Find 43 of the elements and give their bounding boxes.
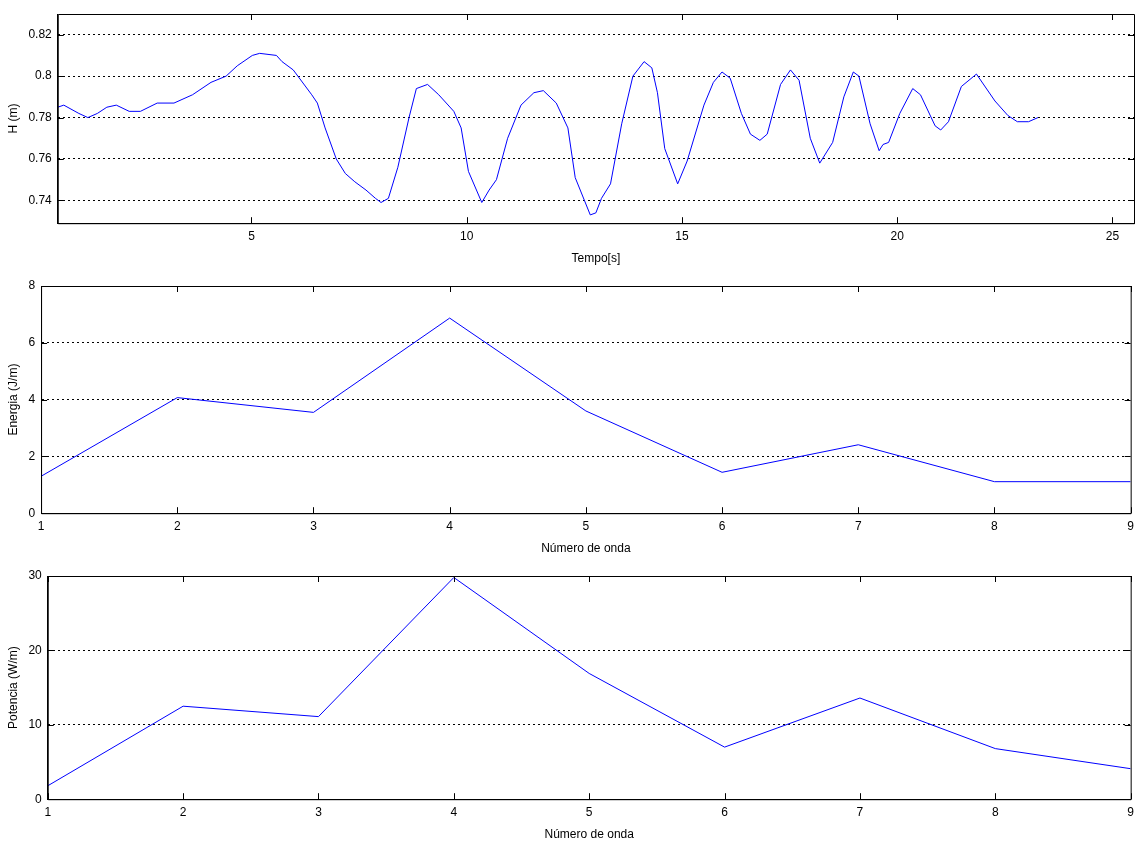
x-tick-label: 10	[460, 228, 474, 243]
y-tick-label: 8	[28, 278, 36, 293]
y-axis-title: H (m)	[5, 103, 20, 134]
x-tick-label: 6	[718, 518, 726, 533]
y-tick-label: 10	[28, 717, 43, 732]
x-tick-label: 5	[585, 804, 593, 819]
x-tick-label: 6	[721, 804, 729, 819]
x-tick-label: 9	[1127, 804, 1135, 819]
x-tick-label: 4	[446, 518, 454, 533]
x-tick-label: 1	[44, 804, 52, 819]
x-axis-title: Número de onda	[541, 541, 631, 556]
x-tick-label: 5	[582, 518, 590, 533]
y-tick-label: 0.82	[28, 27, 53, 42]
x-tick-label: 15	[675, 228, 689, 243]
x-tick-label: 8	[991, 804, 999, 819]
x-tick-label: 3	[315, 804, 323, 819]
x-tick-label: 20	[890, 228, 905, 243]
y-tick-label: 0.76	[28, 151, 53, 166]
x-tick-label: 7	[856, 804, 864, 819]
y-tick-label: 0.74	[28, 192, 53, 207]
y-tick-label: 2	[28, 448, 36, 463]
x-axis-title: Tempo[s]	[571, 251, 621, 266]
x-tick-label: 8	[991, 518, 999, 533]
x-axis-title: Número de onda	[544, 827, 635, 842]
y-tick-label: 0	[35, 791, 43, 806]
y-tick-label: 0	[28, 505, 36, 520]
y-tick-label: 4	[28, 391, 36, 406]
y-axis-title: Energia (J/m)	[5, 363, 20, 436]
y-tick-label: 6	[28, 335, 36, 350]
y-axis-title: Potencia (W/m)	[5, 646, 20, 729]
y-tick-label: 0.78	[28, 109, 53, 124]
x-tick-label: 7	[854, 518, 862, 533]
x-tick-label: 9	[1127, 518, 1135, 533]
x-tick-label: 2	[179, 804, 187, 819]
x-tick-label: 5	[248, 228, 256, 243]
x-tick-label: 4	[450, 804, 458, 819]
y-tick-label: 20	[28, 642, 43, 657]
y-tick-label: 30	[28, 568, 43, 583]
x-tick-label: 2	[173, 518, 181, 533]
x-tick-label: 25	[1105, 228, 1120, 243]
y-tick-label: 0.8	[35, 68, 53, 83]
x-tick-label: 1	[37, 518, 45, 533]
x-tick-label: 3	[310, 518, 318, 533]
